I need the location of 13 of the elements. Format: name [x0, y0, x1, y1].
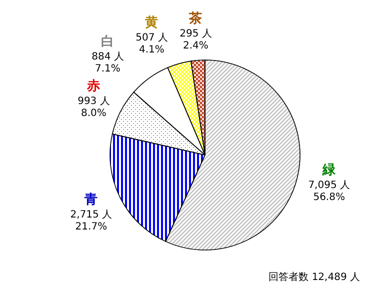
- data-label: 993 人 8.0%: [78, 96, 110, 120]
- text: 回答者数 12,489 人: [268, 271, 360, 283]
- data-label: 884 人 7.1%: [92, 52, 124, 75]
- slice-label: 緑: [322, 162, 337, 178]
- data-label: 7,095 人 56.8%: [308, 180, 350, 203]
- data-label: 2,715 人 21.7%: [70, 209, 112, 232]
- slice-label: 黄: [144, 16, 158, 31]
- data-label: 295 人 2.4%: [180, 28, 212, 52]
- slice-label: 赤: [86, 79, 100, 94]
- slice-label: 茶: [188, 10, 202, 26]
- slice-label: 青: [84, 192, 98, 208]
- data-label: 507 人 4.1%: [136, 32, 168, 56]
- slice-label: 白: [101, 34, 114, 50]
